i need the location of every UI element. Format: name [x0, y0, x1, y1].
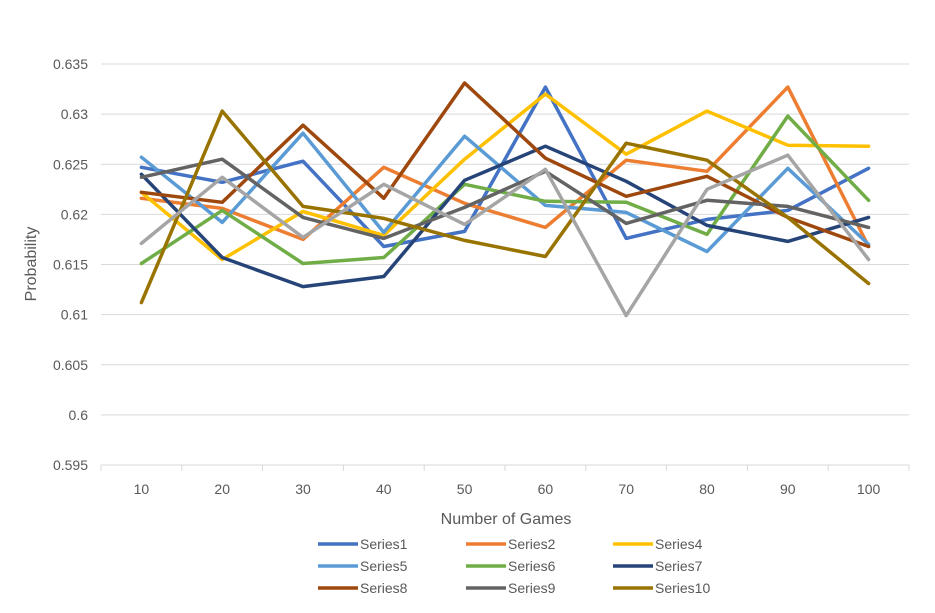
y-tick-label: 0.62 [61, 206, 88, 222]
series-lines [139, 81, 871, 318]
y-axis-title: Probability [23, 227, 40, 302]
legend-item-series7-label: Series7 [655, 558, 703, 574]
x-tick-label: 90 [780, 481, 796, 497]
legend-item-series4-label: Series4 [655, 536, 703, 552]
legend-item-series8-label: Series8 [360, 580, 408, 596]
y-tick-label: 0.63 [61, 106, 88, 122]
series-line-unlabeled [139, 153, 871, 318]
legend-item-series5-label: Series5 [360, 558, 408, 574]
x-tick-label: 40 [376, 481, 392, 497]
legend-item-series10-label: Series10 [655, 580, 710, 596]
y-tick-label: 0.605 [53, 357, 88, 373]
series-line-series10 [139, 109, 871, 305]
x-tick-label: 30 [295, 481, 311, 497]
series-line-series9 [139, 157, 871, 241]
legend-item-series6-label: Series6 [508, 558, 556, 574]
series-line-series8 [139, 81, 871, 249]
x-tick-label: 50 [457, 481, 473, 497]
legend-item-series5: Series5 [318, 558, 408, 574]
y-tick-label: 0.615 [53, 257, 88, 273]
legend-item-series1: Series1 [318, 536, 408, 552]
legend: Series1 Series2 Series4 Series5 Series6 Serie… [318, 536, 710, 596]
x-axis-title: Number of Games [441, 511, 572, 528]
y-axis: 0.595 0.6 0.605 0.61 0.615 0.62 0.625 0.63 0.635 [53, 56, 88, 473]
legend-item-series7: Series7 [613, 558, 703, 574]
series-line-series1 [139, 85, 871, 249]
legend-item-series2: Series2 [466, 536, 556, 552]
x-tick-label: 70 [618, 481, 634, 497]
legend-item-series2-label: Series2 [508, 536, 556, 552]
y-tick-label: 0.595 [53, 457, 88, 473]
x-tick-label: 80 [699, 481, 715, 497]
y-tick-label: 0.61 [61, 307, 88, 323]
legend-item-series8: Series8 [318, 580, 408, 596]
legend-item-series6: Series6 [466, 558, 556, 574]
legend-item-series9: Series9 [466, 580, 556, 596]
legend-item-series1-label: Series1 [360, 536, 408, 552]
x-axis: 10 20 30 40 50 60 70 80 90 100 [100, 464, 910, 497]
y-tick-label: 0.6 [69, 407, 89, 423]
x-tick-label: 20 [214, 481, 230, 497]
y-tick-label: 0.625 [53, 156, 88, 172]
series-line-series7 [139, 144, 871, 289]
legend-item-series4: Series4 [613, 536, 703, 552]
x-tick-label: 100 [857, 481, 881, 497]
legend-item-series9-label: Series9 [508, 580, 556, 596]
x-tick-label: 60 [538, 481, 554, 497]
y-tick-label: 0.635 [53, 56, 88, 72]
series-line-series5 [139, 131, 871, 254]
x-tick-label: 10 [134, 481, 150, 497]
series-line-series6 [139, 114, 871, 266]
legend-item-series10: Series10 [613, 580, 710, 596]
